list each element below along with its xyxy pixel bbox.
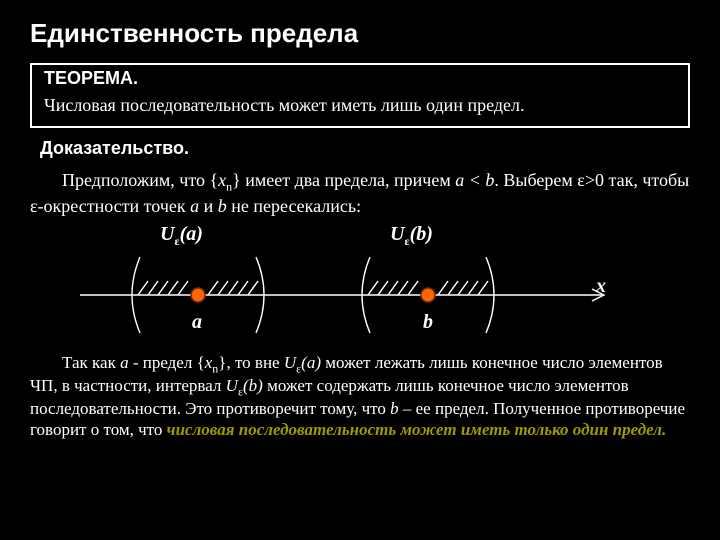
axis-label-x: x: [596, 275, 606, 298]
theorem-label: ТЕОРЕМА.: [44, 68, 676, 89]
text: Так как: [62, 353, 120, 372]
arg-a: (a): [301, 353, 321, 372]
proof-label: Доказательство.: [40, 138, 690, 159]
var-a: a: [190, 196, 199, 216]
label-U-b: Uε(b): [390, 223, 433, 249]
paragraph-conclusion: Так как a - предел {xn}, то вне Uε(a) мо…: [30, 353, 690, 441]
var-x: x: [218, 170, 226, 190]
theorem-box: ТЕОРЕМА. Числовая последовательность мож…: [30, 63, 690, 128]
text: }, то вне: [218, 353, 284, 372]
arg-b: (b): [243, 376, 263, 395]
U: U: [160, 223, 174, 245]
neighborhood-diagram: Uε(a) Uε(b) x a b: [80, 225, 640, 345]
U: U: [390, 223, 404, 245]
slide-title: Единственность предела: [30, 18, 690, 49]
point-label-a: a: [192, 311, 202, 334]
arg-b: (b): [410, 223, 433, 245]
var-b: b: [218, 196, 227, 216]
U: U: [284, 353, 296, 372]
var-a: a: [120, 353, 129, 372]
paragraph-assume: Предположим, что {xn} имеет два предела,…: [30, 169, 690, 217]
label-U-a: Uε(a): [160, 223, 203, 249]
text: } имеет два предела, причем: [232, 170, 455, 190]
text: Предположим, что {: [62, 170, 218, 190]
text: - предел {: [129, 353, 205, 372]
arg-a: (a): [180, 223, 203, 245]
var-b: b: [390, 399, 399, 418]
theorem-text: Числовая последовательность может иметь …: [44, 95, 676, 116]
U: U: [226, 376, 238, 395]
text: не пересекались:: [227, 196, 361, 216]
conclusion-highlight: числовая последовательность может иметь …: [167, 420, 667, 439]
text: и: [199, 196, 218, 216]
ab-inequality: a < b: [455, 170, 494, 190]
point-label-b: b: [423, 311, 433, 334]
